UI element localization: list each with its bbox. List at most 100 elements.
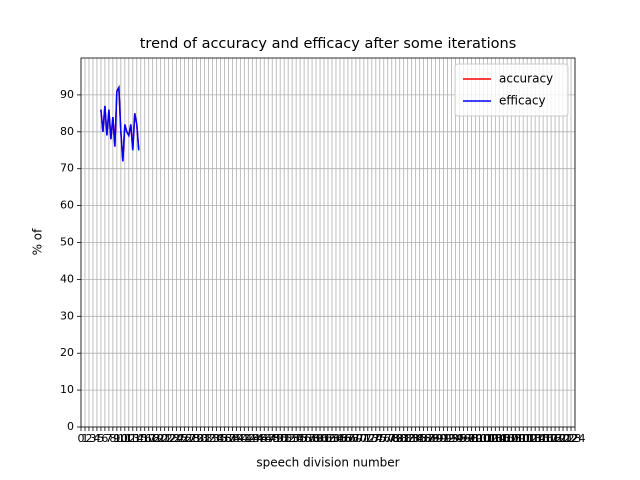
x-tick-label: 15 [134,432,148,445]
x-tick-label: 116 [533,432,554,445]
y-tick-label: 40 [60,272,74,285]
x-tick-label: 107 [497,432,518,445]
y-tick-label: 50 [60,236,74,249]
y-tick-label: 30 [60,309,74,322]
x-tick-label: 21 [158,432,172,445]
x-tick-label: 30 [194,432,208,445]
x-tick-label: 114 [525,432,546,445]
x-tick-label: 86 [417,432,431,445]
x-tick-label: 85 [413,432,427,445]
x-tick-label: 62 [321,432,335,445]
x-tick-label: 1 [81,432,88,445]
x-tick-label: 41 [237,432,251,445]
x-tick-label: 47 [261,432,275,445]
legend-box [454,63,569,117]
x-tick-label: 46 [257,432,271,445]
x-tick-label: 70 [353,432,367,445]
x-tick-label: 45 [253,432,267,445]
x-tick-label: 11 [118,432,132,445]
x-tick-label: 72 [361,432,375,445]
x-tick-label: 0 [78,432,85,445]
x-tick-label: 54 [289,432,303,445]
x-tick-label: 113 [521,432,542,445]
x-tick-label: 73 [365,432,379,445]
x-tick-label: 100 [469,432,490,445]
x-tick-label: 104 [485,432,506,445]
x-tick-label: 101 [473,432,494,445]
x-tick-label: 108 [501,432,522,445]
x-tick-label: 51 [277,432,291,445]
x-tick-label: 92 [441,432,455,445]
x-tick-label: 97 [460,432,474,445]
x-tick-label: 120 [549,432,570,445]
x-tick-label: 39 [229,432,243,445]
x-tick-label: 10 [114,432,128,445]
x-tick-label: 63 [325,432,339,445]
x-tick-label: 7 [105,432,112,445]
x-tick-label: 88 [425,432,439,445]
x-tick-label: 78 [385,432,399,445]
x-tick-label: 71 [357,432,371,445]
x-tick-label: 91 [437,432,451,445]
x-tick-label: 48 [265,432,279,445]
x-tick-label: 13 [126,432,140,445]
x-tick-label: 58 [305,432,319,445]
x-tick-label: 110 [509,432,530,445]
y-tick-label: 60 [60,199,74,212]
x-tick-label: 64 [329,432,343,445]
x-tick-label: 25 [174,432,188,445]
y-tick-label: 80 [60,125,74,138]
x-tick-label: 16 [138,432,152,445]
x-tick-label: 102 [477,432,498,445]
x-tick-label: 96 [456,432,470,445]
y-tick-label: 10 [60,383,74,396]
x-tick-label: 40 [233,432,247,445]
x-tick-label: 52 [281,432,295,445]
y-axis-label: % of [31,228,45,256]
x-tick-label: 118 [541,432,562,445]
x-tick-label: 6 [101,432,108,445]
x-tick-label: 121 [553,432,574,445]
y-tick-label: 90 [60,88,74,101]
plot-frame [80,57,576,428]
x-tick-label: 19 [150,432,164,445]
x-tick-label: 106 [493,432,514,445]
x-tick-label: 109 [505,432,526,445]
legend-label: efficacy [499,94,546,108]
x-tick-label: 103 [481,432,502,445]
x-tick-label: 74 [369,432,383,445]
x-tick-label: 44 [249,432,263,445]
x-tick-label: 111 [513,432,534,445]
y-tick-label: 20 [60,346,74,359]
x-tick-label: 79 [389,432,403,445]
x-tick-label: 33 [205,432,219,445]
x-tick-label: 59 [309,432,323,445]
x-tick-label: 82 [401,432,415,445]
y-tick-label: 70 [60,162,74,175]
x-tick-label: 28 [186,432,200,445]
x-tick-label: 12 [122,432,136,445]
legend: accuracy efficacy [454,63,569,117]
x-tick-label: 42 [241,432,255,445]
x-tick-label: 66 [337,432,351,445]
x-tick-label: 84 [409,432,423,445]
x-tick-label: 26 [178,432,192,445]
x-tick-label: 20 [154,432,168,445]
x-tick-label: 105 [489,432,510,445]
x-tick-label: 75 [373,432,387,445]
x-tick-label: 53 [285,432,299,445]
x-tick-label: 80 [393,432,407,445]
x-tick-label: 56 [297,432,311,445]
x-tick-label: 67 [341,432,355,445]
x-tick-label: 18 [146,432,160,445]
x-tick-label: 95 [452,432,466,445]
x-tick-label: 61 [317,432,331,445]
x-tick-label: 35 [213,432,227,445]
x-tick-label: 31 [198,432,212,445]
x-tick-label: 69 [349,432,363,445]
x-tick-label: 124 [565,432,586,445]
x-tick-label: 123 [561,432,582,445]
x-tick-label: 17 [142,432,156,445]
x-tick-label: 37 [221,432,235,445]
